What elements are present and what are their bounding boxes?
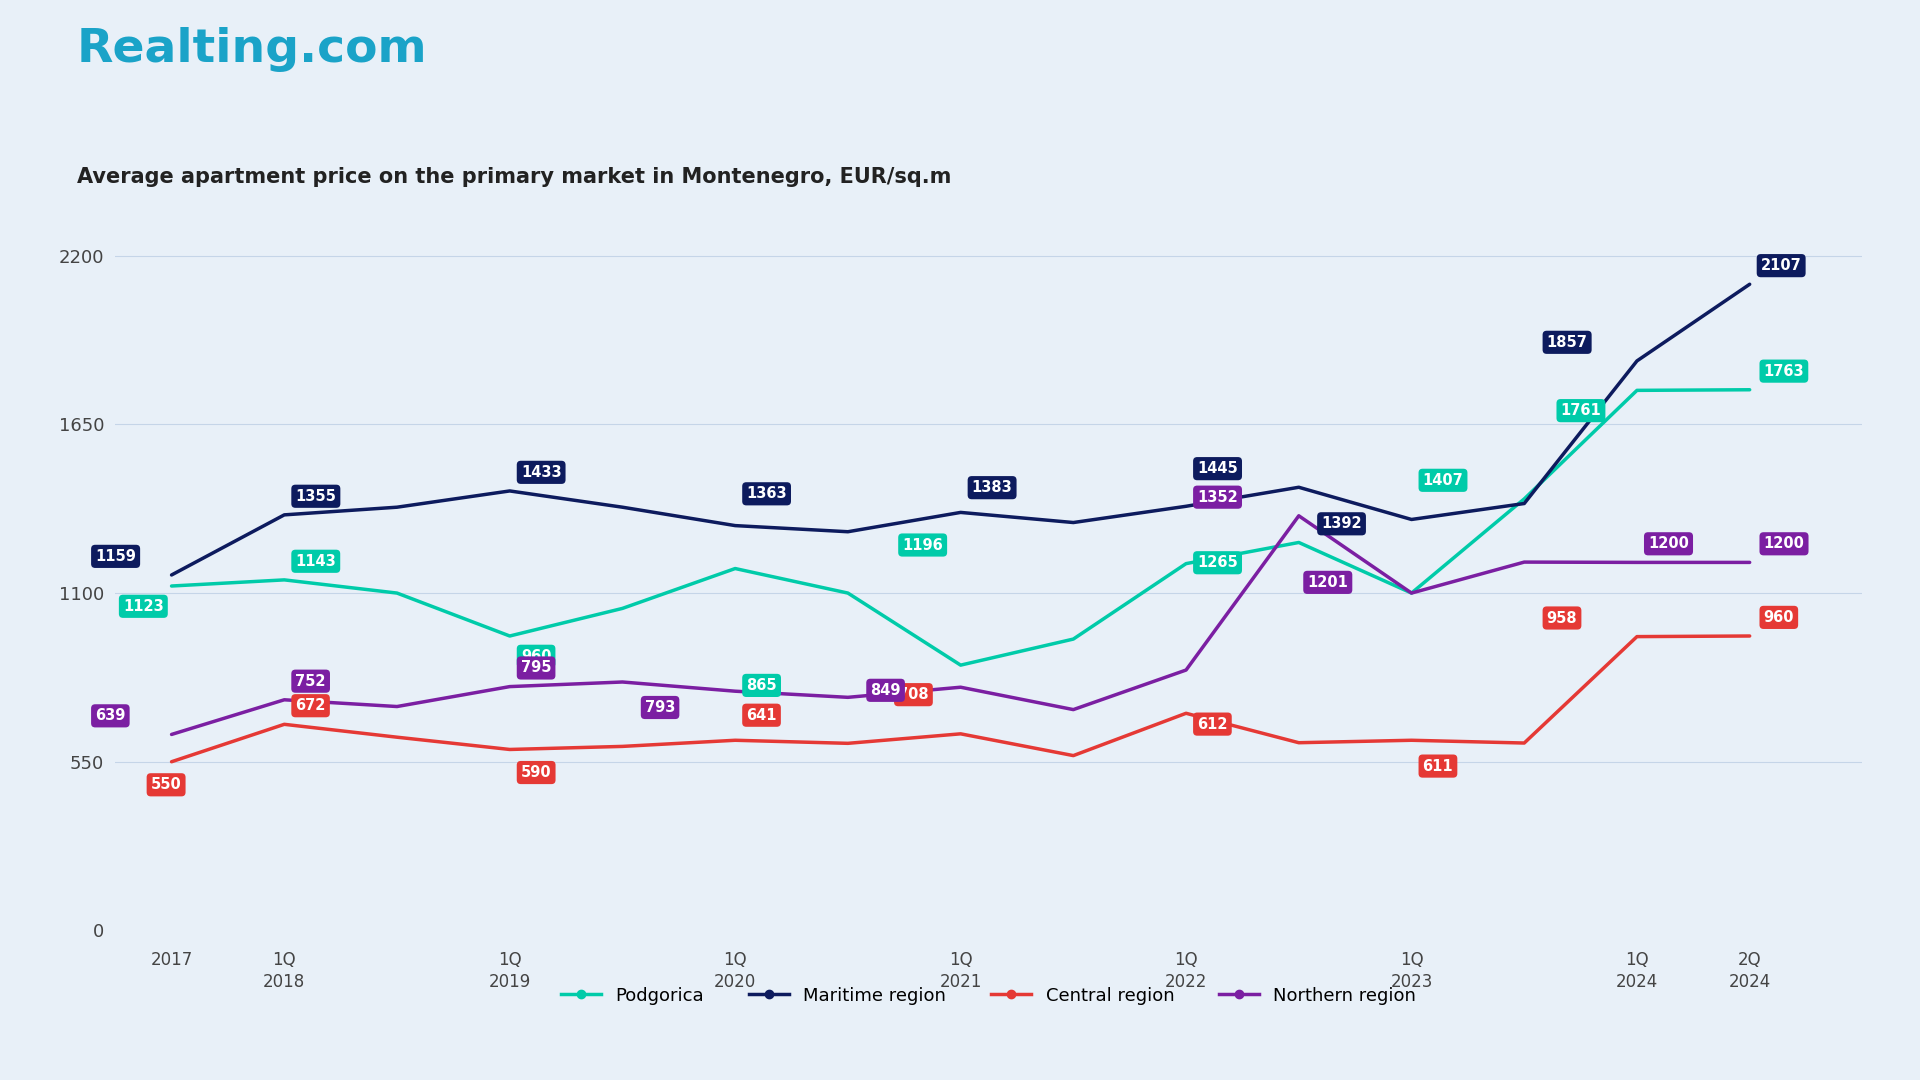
Text: 1761: 1761 [1561,403,1601,418]
Text: Average apartment price on the primary market in Montenegro, EUR/sq.m: Average apartment price on the primary m… [77,167,950,188]
Text: 1445: 1445 [1198,461,1238,476]
Text: 1363: 1363 [747,486,787,501]
Legend: Podgorica, Maritime region, Central region, Northern region: Podgorica, Maritime region, Central regi… [555,980,1423,1013]
Text: 1383: 1383 [972,481,1012,495]
Text: 1407: 1407 [1423,473,1463,488]
Text: 611: 611 [1423,758,1453,773]
Text: 1196: 1196 [902,538,943,553]
Text: 1200: 1200 [1647,537,1690,551]
Text: 1433: 1433 [520,464,561,480]
Text: 1143: 1143 [296,554,336,569]
Text: 958: 958 [1548,610,1578,625]
Text: 612: 612 [1198,717,1227,731]
Text: 849: 849 [870,683,900,698]
Text: 960: 960 [1764,610,1793,625]
Text: 1201: 1201 [1308,575,1348,590]
Text: 672: 672 [296,698,326,713]
Text: 1763: 1763 [1764,364,1805,379]
Text: 641: 641 [747,707,778,723]
Text: 1355: 1355 [296,489,336,503]
Text: 1392: 1392 [1321,516,1361,531]
Text: 1352: 1352 [1198,489,1238,504]
Text: 1857: 1857 [1548,335,1588,350]
Text: 1159: 1159 [96,549,136,564]
Text: 590: 590 [520,765,551,780]
Text: 793: 793 [645,700,676,715]
Text: 960: 960 [520,649,551,664]
Text: 752: 752 [296,674,326,689]
Text: 1265: 1265 [1198,555,1238,570]
Text: 1200: 1200 [1764,537,1805,551]
Text: 865: 865 [747,678,778,693]
Text: 708: 708 [899,687,929,702]
Text: 1123: 1123 [123,598,163,613]
Text: 795: 795 [520,661,551,675]
Text: Realting.com: Realting.com [77,27,428,72]
Text: 550: 550 [152,778,182,793]
Text: 2107: 2107 [1761,258,1801,273]
Text: 639: 639 [96,708,125,724]
